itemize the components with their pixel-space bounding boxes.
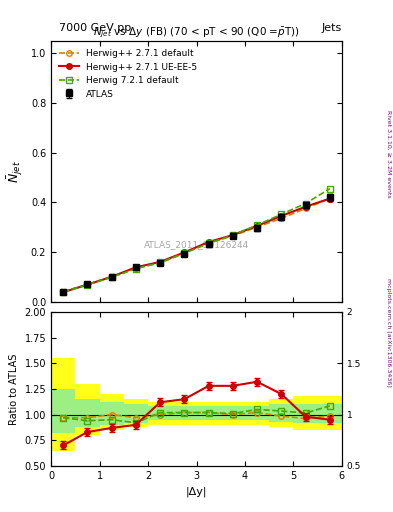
Herwig 7.2.1 default: [279, 211, 284, 217]
Herwig++ 2.7.1 UE-EE-5: [231, 232, 235, 238]
Herwig++ 2.7.1 default: [206, 240, 211, 246]
Herwig++ 2.7.1 default: [85, 281, 90, 287]
X-axis label: |Δy|: |Δy|: [186, 486, 207, 497]
Herwig 7.2.1 default: [231, 232, 235, 238]
Herwig++ 2.7.1 UE-EE-5: [255, 223, 259, 229]
Line: Herwig++ 2.7.1 UE-EE-5: Herwig++ 2.7.1 UE-EE-5: [61, 196, 332, 295]
Herwig++ 2.7.1 default: [231, 233, 235, 239]
Text: Jets: Jets: [321, 23, 342, 33]
Line: Herwig++ 2.7.1 default: Herwig++ 2.7.1 default: [61, 196, 332, 294]
Herwig++ 2.7.1 UE-EE-5: [206, 239, 211, 245]
Herwig++ 2.7.1 UE-EE-5: [85, 282, 90, 288]
Herwig 7.2.1 default: [109, 274, 114, 280]
Herwig++ 2.7.1 UE-EE-5: [303, 204, 308, 210]
Y-axis label: Ratio to ATLAS: Ratio to ATLAS: [9, 353, 19, 424]
Herwig++ 2.7.1 default: [182, 250, 187, 256]
Text: ATLAS_2011_S9126244: ATLAS_2011_S9126244: [144, 240, 249, 249]
Y-axis label: $\bar{N}_{jet}$: $\bar{N}_{jet}$: [6, 160, 25, 183]
Herwig++ 2.7.1 default: [303, 205, 308, 211]
Text: mcplots.cern.ch [arXiv:1306.3436]: mcplots.cern.ch [arXiv:1306.3436]: [386, 279, 391, 387]
Herwig 7.2.1 default: [134, 266, 138, 272]
Legend: Herwig++ 2.7.1 default, Herwig++ 2.7.1 UE-EE-5, Herwig 7.2.1 default, ATLAS: Herwig++ 2.7.1 default, Herwig++ 2.7.1 U…: [55, 46, 201, 102]
Herwig++ 2.7.1 UE-EE-5: [327, 196, 332, 202]
Herwig++ 2.7.1 UE-EE-5: [134, 264, 138, 270]
Herwig++ 2.7.1 default: [279, 216, 284, 222]
Herwig 7.2.1 default: [303, 201, 308, 207]
Title: $N_{jet}$ vs $\Delta y$ (FB) (70 < pT < 90 (Q0 =$\bar{p}$T)): $N_{jet}$ vs $\Delta y$ (FB) (70 < pT < …: [93, 26, 300, 40]
Herwig 7.2.1 default: [255, 222, 259, 228]
Herwig++ 2.7.1 UE-EE-5: [158, 259, 163, 265]
Herwig 7.2.1 default: [158, 259, 163, 265]
Herwig++ 2.7.1 UE-EE-5: [61, 289, 66, 295]
Herwig 7.2.1 default: [327, 185, 332, 191]
Line: Herwig 7.2.1 default: Herwig 7.2.1 default: [61, 186, 332, 295]
Herwig 7.2.1 default: [206, 240, 211, 246]
Text: 7000 GeV pp: 7000 GeV pp: [59, 23, 131, 33]
Herwig++ 2.7.1 default: [109, 274, 114, 280]
Herwig 7.2.1 default: [182, 250, 187, 256]
Herwig++ 2.7.1 UE-EE-5: [109, 274, 114, 280]
Herwig++ 2.7.1 default: [158, 260, 163, 266]
Text: Rivet 3.1.10, ≥ 3.2M events: Rivet 3.1.10, ≥ 3.2M events: [386, 110, 391, 198]
Herwig++ 2.7.1 default: [61, 289, 66, 295]
Herwig++ 2.7.1 default: [327, 196, 332, 202]
Herwig 7.2.1 default: [61, 289, 66, 295]
Herwig++ 2.7.1 default: [255, 224, 259, 230]
Herwig++ 2.7.1 UE-EE-5: [279, 213, 284, 219]
Herwig 7.2.1 default: [85, 282, 90, 288]
Herwig++ 2.7.1 default: [134, 265, 138, 271]
Herwig++ 2.7.1 UE-EE-5: [182, 249, 187, 255]
